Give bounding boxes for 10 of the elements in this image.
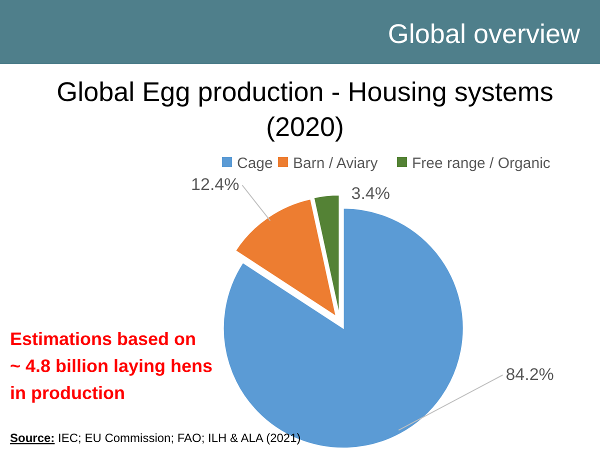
data-label: 84.2% — [506, 365, 554, 384]
legend-label: Free range / Organic — [412, 155, 551, 172]
chart-title: Global Egg production - Housing systems (2020) — [56, 77, 554, 142]
data-label: 12.4% — [191, 175, 240, 194]
legend-label: Cage — [237, 155, 273, 172]
source-note: Source: IEC; EU Commission; FAO; ILH & ALA (2021) — [10, 431, 301, 445]
legend-label: Barn / Aviary — [293, 155, 378, 172]
chart-subtitle: Global overview — [388, 19, 580, 49]
data-label: 3.4% — [351, 184, 390, 204]
text: Estimations based on ~ 4.8 billion laying hens in production — [10, 329, 213, 403]
